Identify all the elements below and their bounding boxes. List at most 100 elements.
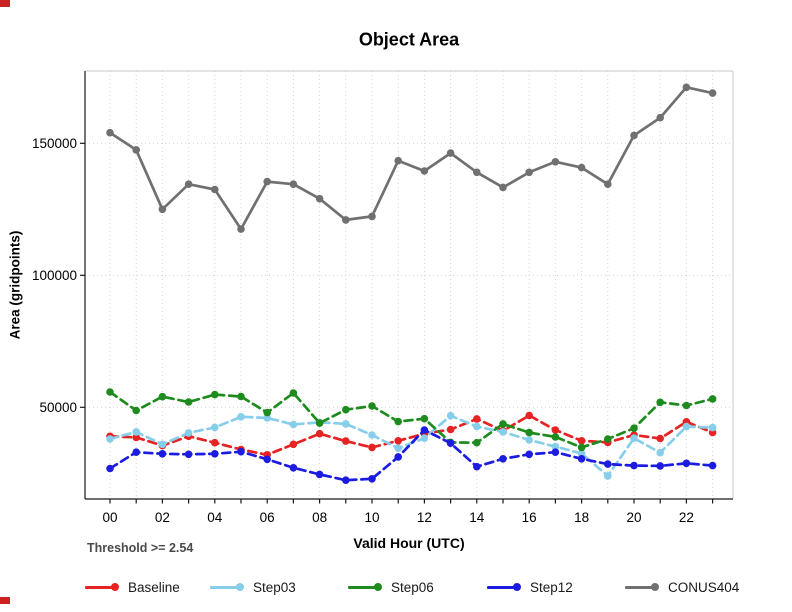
series-point-step03 [630,434,638,443]
series-point-conus404 [630,131,638,140]
x-tick-label: 04 [207,510,223,525]
legend-swatch-baseline [85,583,119,591]
series-point-step03 [289,420,298,429]
series-point-step06 [263,408,272,417]
series-point-conus404 [263,177,272,186]
series-point-step12 [106,464,114,473]
legend-label: CONUS404 [668,579,740,595]
series-point-step06 [682,401,691,410]
series-point-step03 [682,422,691,431]
series-point-conus404 [551,158,560,166]
chart-title: Object Area [358,29,460,50]
series-point-step03 [132,428,140,436]
series-line-conus404 [108,85,714,231]
series-line-step03 [108,414,714,478]
series-point-conus404 [446,149,455,157]
series-point-step12 [342,476,350,485]
series-point-step12 [184,450,193,459]
series-point-step12 [577,455,586,463]
series-point-step12 [368,475,376,483]
legend-label: Step06 [391,579,434,595]
x-tick-label: 12 [417,510,432,525]
x-tick-label: 02 [155,510,170,525]
legend-marker-dot [374,583,382,591]
series-point-baseline [289,440,298,449]
series-point-step12 [446,439,455,448]
series-point-conus404 [158,205,167,214]
series-point-step03 [237,413,245,421]
series-point-step12 [682,459,691,468]
series-point-step12 [132,448,140,457]
series-point-conus404 [708,89,717,97]
series-point-conus404 [184,180,193,188]
legend-swatch-step12 [487,583,521,591]
legend-swatch-step06 [348,583,382,591]
series-point-step06 [551,433,560,441]
series-point-step03 [106,435,114,443]
series-point-step06 [577,443,586,452]
series-point-step03 [394,444,403,453]
series-point-step12 [237,447,245,456]
legend-label: Baseline [128,579,180,595]
series-point-step06 [473,438,481,447]
series-point-step03 [263,414,272,422]
series-point-step12 [420,426,429,434]
series-point-step12 [315,470,324,479]
legend-marker-dot [111,583,119,591]
x-tick-label: 16 [522,510,537,525]
x-tick-label: 10 [364,510,379,525]
series-point-step06 [342,405,350,414]
series-point-step03 [211,423,219,432]
legend-swatch-step03 [210,583,244,591]
series-point-step03 [499,428,507,436]
series-point-step06 [106,388,114,396]
series-point-baseline [315,429,324,438]
series-point-step12 [656,462,664,470]
series-point-step12 [263,455,272,464]
x-axis-label: Valid Hour (UTC) [353,535,465,551]
series-point-step06 [315,419,324,427]
legend-marker-dot [513,583,521,591]
series-point-step12 [630,461,638,470]
series-point-conus404 [237,225,245,233]
x-tick-label: 00 [102,510,117,525]
legend-label: Step12 [530,579,573,595]
series-point-step12 [394,453,403,461]
series-line-step06 [108,390,714,449]
series-point-step06 [132,406,140,415]
series-point-step06 [158,392,167,401]
series-point-baseline [211,438,219,447]
series-point-step06 [394,417,403,426]
series-point-step03 [525,436,533,444]
legend-swatch-conus404 [625,583,659,591]
series-point-step03 [446,411,455,420]
series-point-step06 [184,398,193,406]
y-tick-label: 100000 [32,268,77,283]
series-point-step03 [577,449,586,458]
series-point-step06 [289,389,298,397]
series-point-baseline [577,437,586,445]
x-tick-label: 06 [260,510,275,525]
series-point-baseline [656,434,664,443]
series-point-step12 [211,450,219,458]
series-point-conus404 [106,128,114,137]
x-tick-label: 08 [312,510,327,525]
series-point-step12 [158,450,167,458]
series-point-step06 [499,420,507,428]
series-point-step03 [708,423,717,432]
y-tick-label: 50000 [39,400,77,415]
series-point-step12 [708,461,717,470]
series-point-step06 [368,402,376,410]
series-point-conus404 [473,168,481,177]
legend-marker-dot [651,583,659,591]
series-point-baseline [394,437,403,445]
series-point-step03 [420,434,429,443]
series-point-step03 [604,472,612,480]
series-point-baseline [473,415,481,423]
corner-marker-top-left [0,0,10,7]
series-point-conus404 [315,194,324,203]
series-point-step12 [473,462,481,471]
series-point-conus404 [604,180,612,188]
